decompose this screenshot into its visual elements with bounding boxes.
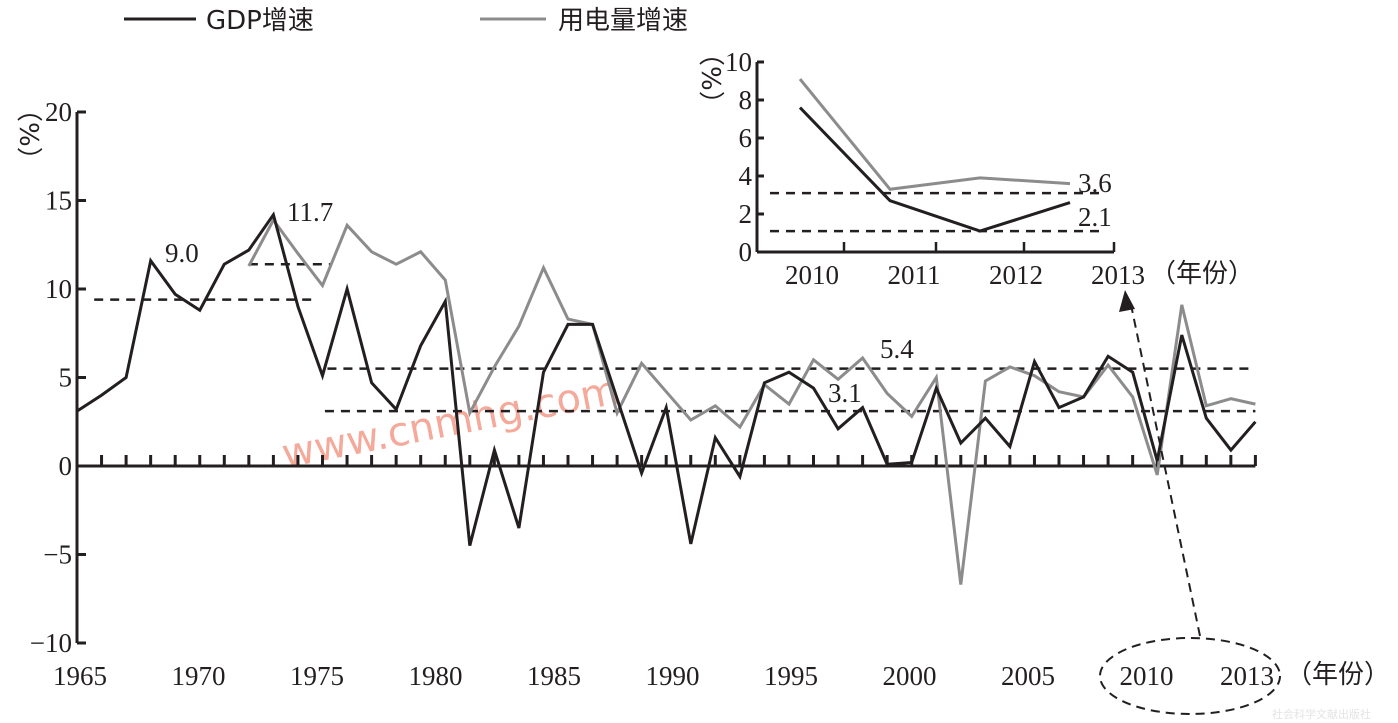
x-tick-label: 1995 xyxy=(764,661,818,691)
reference-label: 3.1 xyxy=(828,378,862,408)
x-tick-label: 1980 xyxy=(409,661,463,691)
callout-ellipse xyxy=(1099,637,1281,715)
x-tick-label: 1985 xyxy=(527,661,581,691)
reference-label: 11.7 xyxy=(287,197,333,227)
inset-x-tick-label: 2010 xyxy=(785,260,839,290)
reference-label: 5.4 xyxy=(880,334,914,364)
y-tick-label: 20 xyxy=(45,97,72,127)
y-tick-label: 0 xyxy=(59,451,73,481)
reference-label: 9.0 xyxy=(165,238,199,268)
inset-x-tick-label: 2011 xyxy=(888,260,941,290)
inset-plot: 10 8 6 4 2 0 2010 2011 2012 2013 （年份） （%） 3.6 2.1 xyxy=(695,40,1254,290)
x-tick-label: 2005 xyxy=(1001,661,1055,691)
x-tick-label: 1970 xyxy=(172,661,226,691)
inset-reference-label: 2.1 xyxy=(1078,202,1112,232)
inset-y-tick-label: 2 xyxy=(739,199,753,229)
x-tick-label: 1975 xyxy=(290,661,344,691)
x-tick-label: 1965 xyxy=(53,661,107,691)
inset-y-tick-label: 0 xyxy=(739,237,753,267)
inset-x-tick-label: 2013 xyxy=(1091,260,1145,290)
inset-y-tick-label: 8 xyxy=(739,85,753,115)
inset-y-tick-label: 4 xyxy=(739,161,753,191)
publisher-mark: 社会科学文献出版社 xyxy=(1272,707,1371,721)
inset-x-axis-title: （年份） xyxy=(1150,259,1254,289)
y-tick-label: 5 xyxy=(59,363,73,393)
x-tick-label: 2013 xyxy=(1220,661,1274,691)
inset-y-tick-label: 6 xyxy=(739,123,753,153)
callout-arrowhead xyxy=(1119,290,1135,312)
inset-y-axis-title: （%） xyxy=(695,40,725,117)
inset-y-tick-label: 10 xyxy=(725,47,752,77)
y-tick-label: 15 xyxy=(45,186,72,216)
y-tick-label: 10 xyxy=(45,274,72,304)
legend-label-gdp: GDP增速 xyxy=(206,6,314,36)
y-tick-label: −10 xyxy=(30,628,72,658)
legend-label-electricity: 用电量增速 xyxy=(558,6,688,36)
inset-electricity-line xyxy=(798,78,1071,191)
x-tick-label: 1990 xyxy=(646,661,700,691)
watermark: www.cnmhg.com xyxy=(278,367,623,477)
inset-x-tick-label: 2012 xyxy=(989,260,1043,290)
inset-reference-label: 3.6 xyxy=(1078,168,1112,198)
x-axis-title: （年份） xyxy=(1286,660,1390,690)
legend: GDP增速 用电量增速 xyxy=(124,6,688,36)
callout-arrow-line xyxy=(1129,299,1201,637)
callout xyxy=(1099,290,1281,715)
x-tick-label: 2010 xyxy=(1120,661,1174,691)
inset-gdp-line xyxy=(798,106,1071,233)
y-axis-title: （%） xyxy=(13,96,43,173)
y-tick-label: −5 xyxy=(43,540,72,570)
x-tick-label: 2000 xyxy=(883,661,937,691)
